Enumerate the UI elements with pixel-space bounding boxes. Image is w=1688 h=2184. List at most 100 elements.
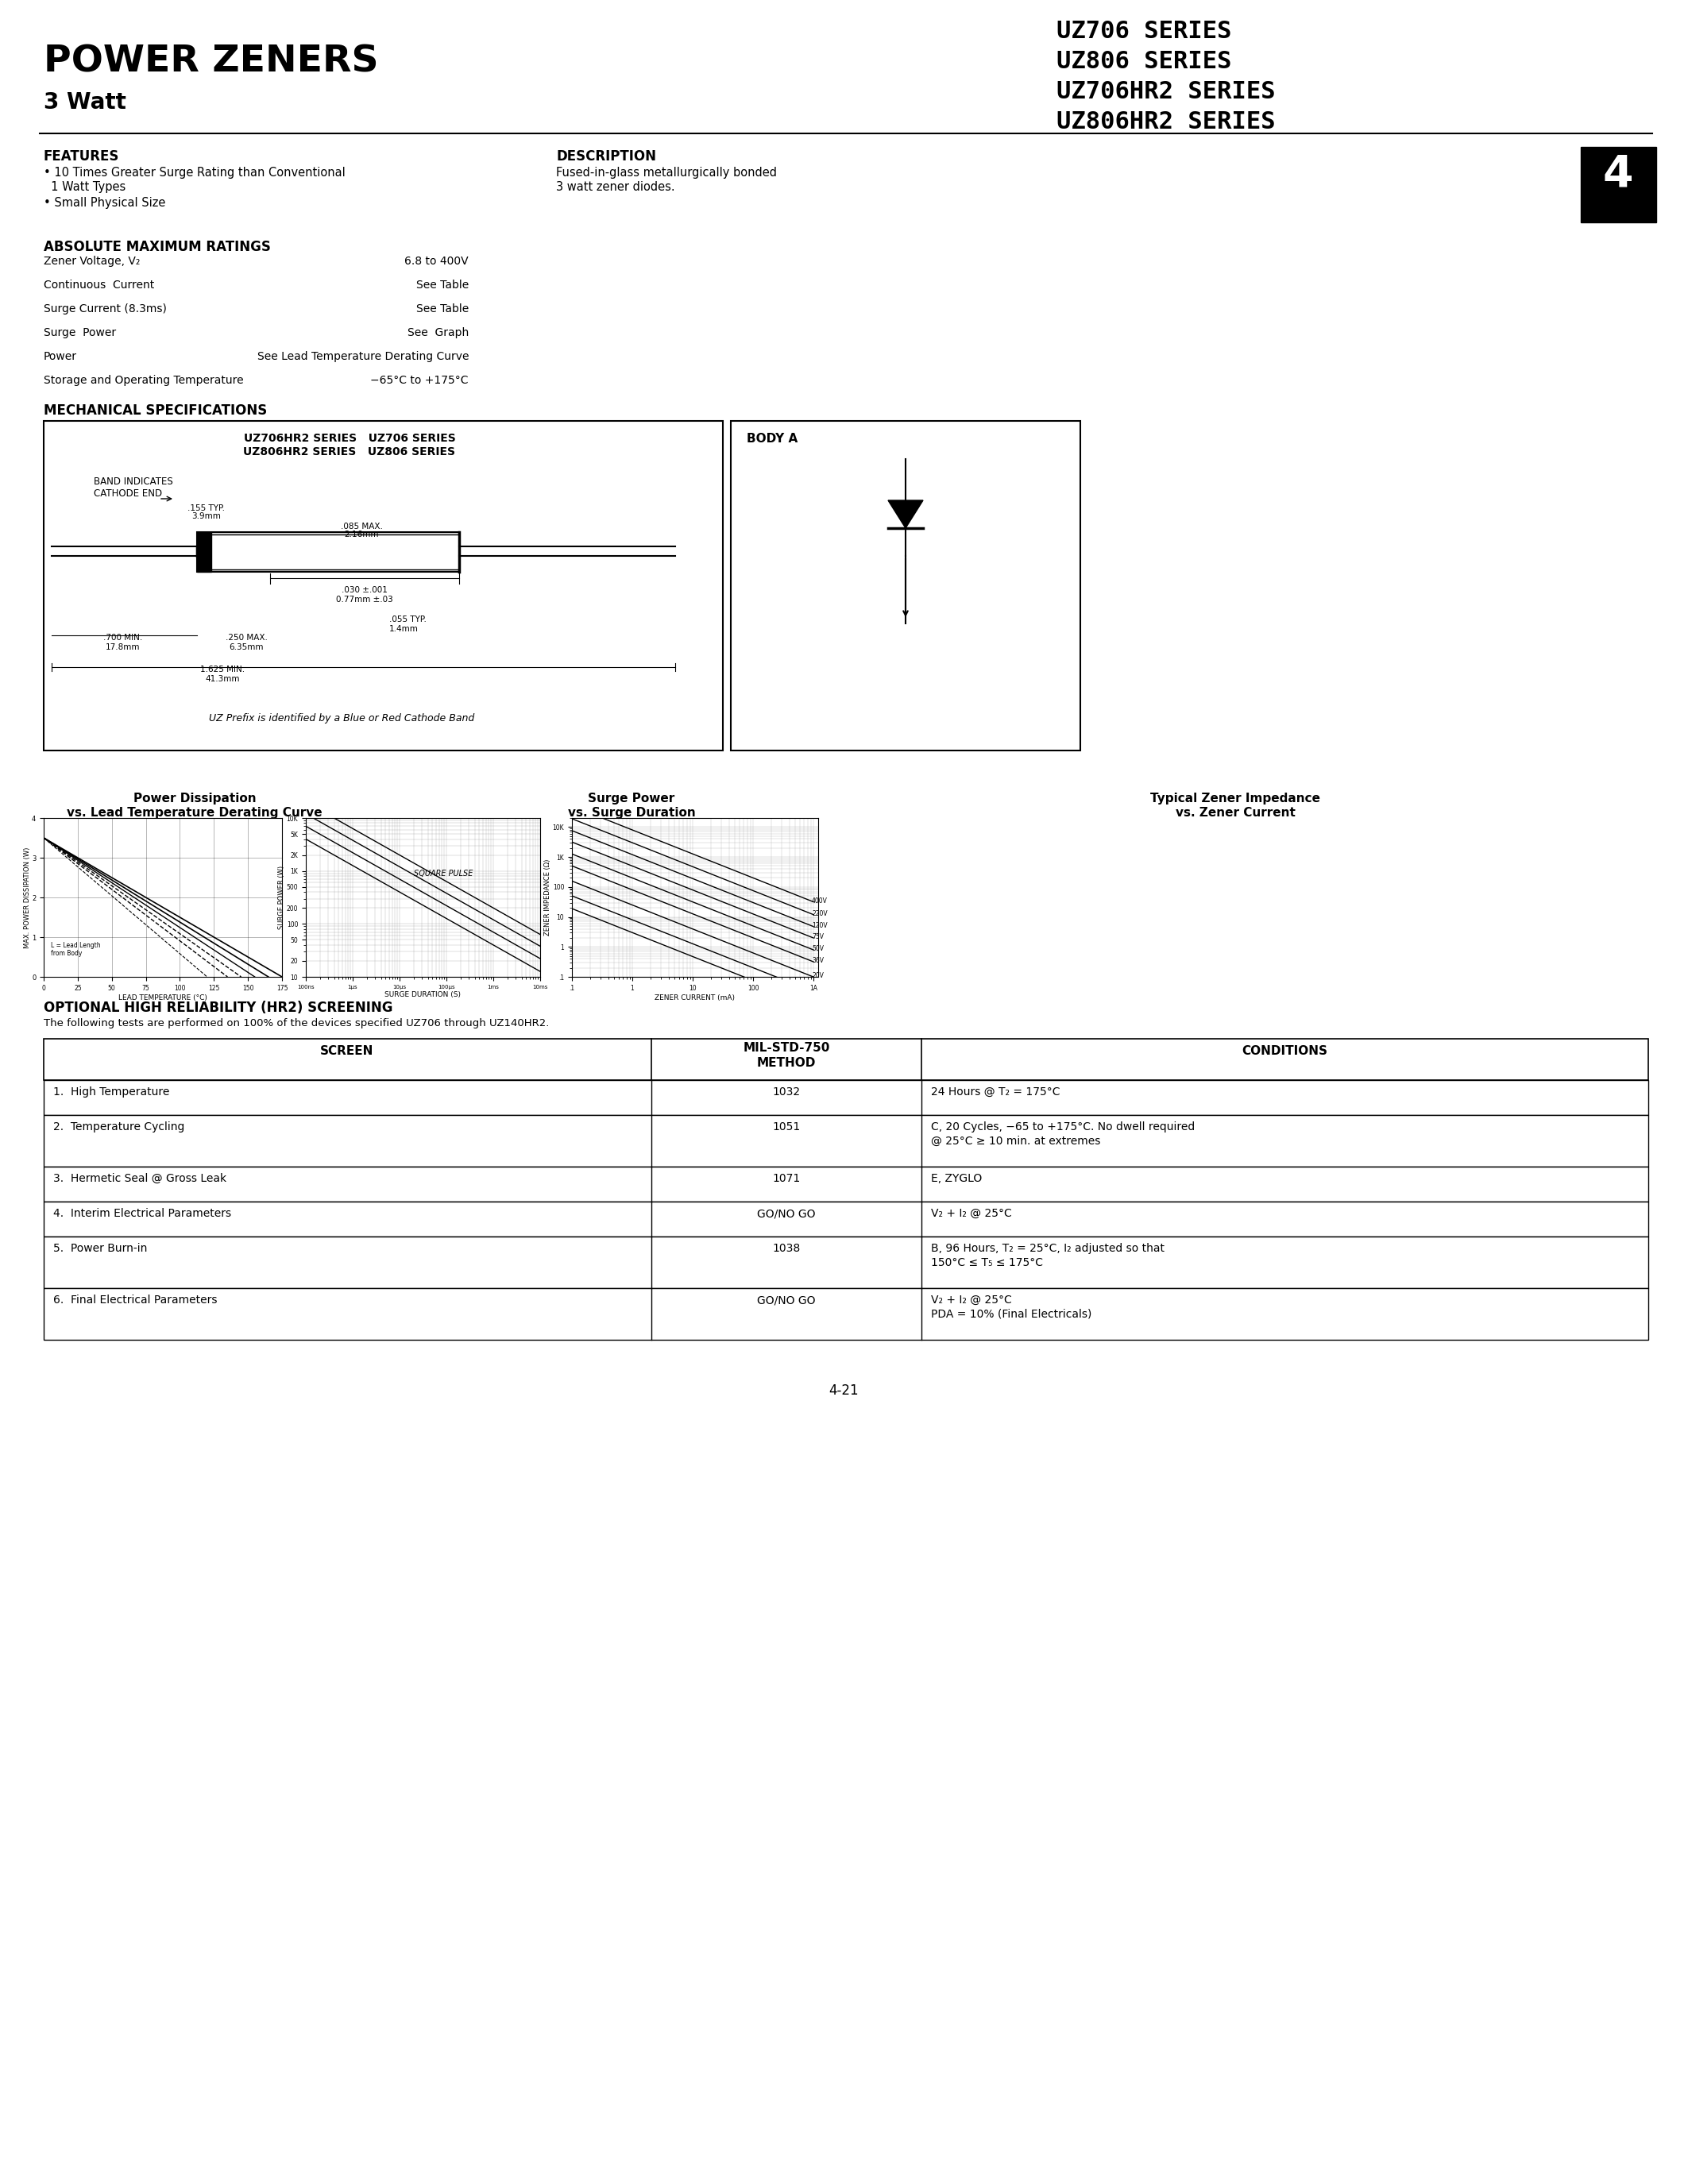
Bar xyxy=(44,422,722,751)
Text: The following tests are performed on 100% of the devices specified UZ706 through: The following tests are performed on 100… xyxy=(44,1018,549,1029)
Text: 1071: 1071 xyxy=(773,1173,800,1184)
Text: • Small Physical Size: • Small Physical Size xyxy=(44,197,165,210)
Text: GO/NO GO: GO/NO GO xyxy=(758,1208,815,1219)
Text: SCREEN: SCREEN xyxy=(321,1046,375,1057)
Text: MECHANICAL SPECIFICATIONS: MECHANICAL SPECIFICATIONS xyxy=(44,404,267,417)
Text: vs. Surge Duration: vs. Surge Duration xyxy=(567,806,695,819)
Text: UZ Prefix is identified by a Blue or Red Cathode Band: UZ Prefix is identified by a Blue or Red… xyxy=(209,714,474,723)
Text: 1.  High Temperature: 1. High Temperature xyxy=(54,1085,169,1099)
Text: See Lead Temperature Derating Curve: See Lead Temperature Derating Curve xyxy=(257,352,469,363)
Text: V₂ + I₂ @ 25°C
PDA = 10% (Final Electricals): V₂ + I₂ @ 25°C PDA = 10% (Final Electric… xyxy=(932,1295,1092,1319)
Text: 41.3mm: 41.3mm xyxy=(206,675,240,684)
Text: 4: 4 xyxy=(1604,153,1634,194)
Text: ABSOLUTE MAXIMUM RATINGS: ABSOLUTE MAXIMUM RATINGS xyxy=(44,240,270,253)
Text: C, 20 Cycles, −65 to +175°C. No dwell required
@ 25°C ≥ 10 min. at extremes: C, 20 Cycles, −65 to +175°C. No dwell re… xyxy=(932,1120,1195,1147)
Text: 0.77mm ±.03: 0.77mm ±.03 xyxy=(336,596,393,603)
Text: CATHODE END: CATHODE END xyxy=(95,489,162,498)
Text: GO/NO GO: GO/NO GO xyxy=(758,1295,815,1306)
X-axis label: SURGE DURATION (S): SURGE DURATION (S) xyxy=(385,992,461,998)
Text: 4.  Interim Electrical Parameters: 4. Interim Electrical Parameters xyxy=(54,1208,231,1219)
Text: .030 ±.001: .030 ±.001 xyxy=(341,585,388,594)
Text: See Table: See Table xyxy=(415,280,469,290)
Text: 50V: 50V xyxy=(812,946,824,952)
Text: BODY A: BODY A xyxy=(746,432,798,446)
Text: 1.625 MIN.: 1.625 MIN. xyxy=(201,666,245,673)
Y-axis label: MAX. POWER DISSIPATION (W): MAX. POWER DISSIPATION (W) xyxy=(24,847,30,948)
Text: B, 96 Hours, T₂ = 25°C, I₂ adjusted so that
150°C ≤ T₅ ≤ 175°C: B, 96 Hours, T₂ = 25°C, I₂ adjusted so t… xyxy=(932,1243,1165,1269)
Text: .085 MAX.: .085 MAX. xyxy=(341,522,383,531)
Text: 36V: 36V xyxy=(812,957,824,965)
Y-axis label: SURGE POWER (W): SURGE POWER (W) xyxy=(279,865,285,928)
Bar xyxy=(1580,146,1656,223)
Text: Typical Zener Impedance: Typical Zener Impedance xyxy=(1150,793,1320,804)
Text: DESCRIPTION: DESCRIPTION xyxy=(555,149,657,164)
Text: OPTIONAL HIGH RELIABILITY (HR2) SCREENING: OPTIONAL HIGH RELIABILITY (HR2) SCREENIN… xyxy=(44,1000,393,1016)
Text: • 10 Times Greater Surge Rating than Conventional: • 10 Times Greater Surge Rating than Con… xyxy=(44,166,346,179)
Text: 1051: 1051 xyxy=(773,1120,800,1133)
Y-axis label: ZENER IMPEDANCE (Ω): ZENER IMPEDANCE (Ω) xyxy=(544,858,552,935)
Text: 1 Watt Types: 1 Watt Types xyxy=(44,181,125,192)
Text: .055 TYP.: .055 TYP. xyxy=(390,616,427,622)
Text: 1038: 1038 xyxy=(773,1243,800,1254)
Text: 220V: 220V xyxy=(812,911,827,917)
Text: Power Dissipation: Power Dissipation xyxy=(133,793,257,804)
X-axis label: ZENER CURRENT (mA): ZENER CURRENT (mA) xyxy=(655,994,736,1000)
Text: V₂ + I₂ @ 25°C: V₂ + I₂ @ 25°C xyxy=(932,1208,1011,1219)
Bar xyxy=(197,533,459,572)
Text: 120V: 120V xyxy=(812,922,827,928)
Text: 6.8 to 400V: 6.8 to 400V xyxy=(405,256,469,266)
Text: SQUARE PULSE: SQUARE PULSE xyxy=(414,869,473,878)
Text: FEATURES: FEATURES xyxy=(44,149,120,164)
Bar xyxy=(44,1166,1647,1201)
Text: .155 TYP.: .155 TYP. xyxy=(187,505,225,513)
Text: E, ZYGLO: E, ZYGLO xyxy=(932,1173,982,1184)
Text: vs. Lead Temperature Derating Curve: vs. Lead Temperature Derating Curve xyxy=(68,806,322,819)
Text: Fused-in-glass metallurgically bonded: Fused-in-glass metallurgically bonded xyxy=(555,166,776,179)
Text: 6.  Final Electrical Parameters: 6. Final Electrical Parameters xyxy=(54,1295,218,1306)
Text: See Table: See Table xyxy=(415,304,469,314)
Text: Zener Voltage, V₂: Zener Voltage, V₂ xyxy=(44,256,140,266)
Text: 3 watt zener diodes.: 3 watt zener diodes. xyxy=(555,181,675,192)
Text: .700 MIN.: .700 MIN. xyxy=(103,633,143,642)
Text: Continuous  Current: Continuous Current xyxy=(44,280,154,290)
Text: POWER ZENERS: POWER ZENERS xyxy=(44,44,378,79)
Text: Surge Current (8.3ms): Surge Current (8.3ms) xyxy=(44,304,167,314)
Text: 400V: 400V xyxy=(812,898,827,904)
Text: UZ806HR2 SERIES   UZ806 SERIES: UZ806HR2 SERIES UZ806 SERIES xyxy=(243,446,456,456)
Text: UZ806HR2 SERIES: UZ806HR2 SERIES xyxy=(1057,111,1276,133)
Text: 4-21: 4-21 xyxy=(829,1382,859,1398)
Text: 75V: 75V xyxy=(812,933,824,941)
Text: 3.9mm: 3.9mm xyxy=(192,513,221,520)
Text: CONDITIONS: CONDITIONS xyxy=(1242,1046,1327,1057)
Text: 3.  Hermetic Seal @ Gross Leak: 3. Hermetic Seal @ Gross Leak xyxy=(54,1173,226,1184)
Text: 1.4mm: 1.4mm xyxy=(390,625,419,633)
Text: MIL-STD-750
METHOD: MIL-STD-750 METHOD xyxy=(743,1042,830,1068)
X-axis label: LEAD TEMPERATURE (°C): LEAD TEMPERATURE (°C) xyxy=(118,994,208,1000)
Text: vs. Zener Current: vs. Zener Current xyxy=(1175,806,1295,819)
Bar xyxy=(44,1040,1647,1081)
Text: .250 MAX.: .250 MAX. xyxy=(225,633,267,642)
Text: 1032: 1032 xyxy=(773,1085,800,1099)
Text: UZ706 SERIES: UZ706 SERIES xyxy=(1057,20,1232,44)
Bar xyxy=(44,1201,1647,1236)
Text: See  Graph: See Graph xyxy=(407,328,469,339)
Text: UZ706HR2 SERIES: UZ706HR2 SERIES xyxy=(1057,81,1276,103)
Text: Surge  Power: Surge Power xyxy=(44,328,116,339)
Text: −65°C to +175°C: −65°C to +175°C xyxy=(371,376,469,387)
Text: 24 Hours @ T₂ = 175°C: 24 Hours @ T₂ = 175°C xyxy=(932,1085,1060,1099)
Bar xyxy=(44,1289,1647,1339)
Polygon shape xyxy=(888,500,923,529)
Bar xyxy=(197,533,211,572)
Text: 17.8mm: 17.8mm xyxy=(106,644,140,651)
Text: 20V: 20V xyxy=(812,972,824,978)
Text: BAND INDICATES: BAND INDICATES xyxy=(95,476,172,487)
Text: 6.35mm: 6.35mm xyxy=(230,644,263,651)
Bar xyxy=(44,1236,1647,1289)
Bar xyxy=(731,422,1080,751)
Bar xyxy=(44,1116,1647,1166)
Text: Surge Power: Surge Power xyxy=(587,793,675,804)
Text: L = Lead Length
from Body: L = Lead Length from Body xyxy=(51,941,100,957)
Text: 5.  Power Burn-in: 5. Power Burn-in xyxy=(54,1243,147,1254)
Text: 2.  Temperature Cycling: 2. Temperature Cycling xyxy=(54,1120,184,1133)
Text: UZ806 SERIES: UZ806 SERIES xyxy=(1057,50,1232,72)
